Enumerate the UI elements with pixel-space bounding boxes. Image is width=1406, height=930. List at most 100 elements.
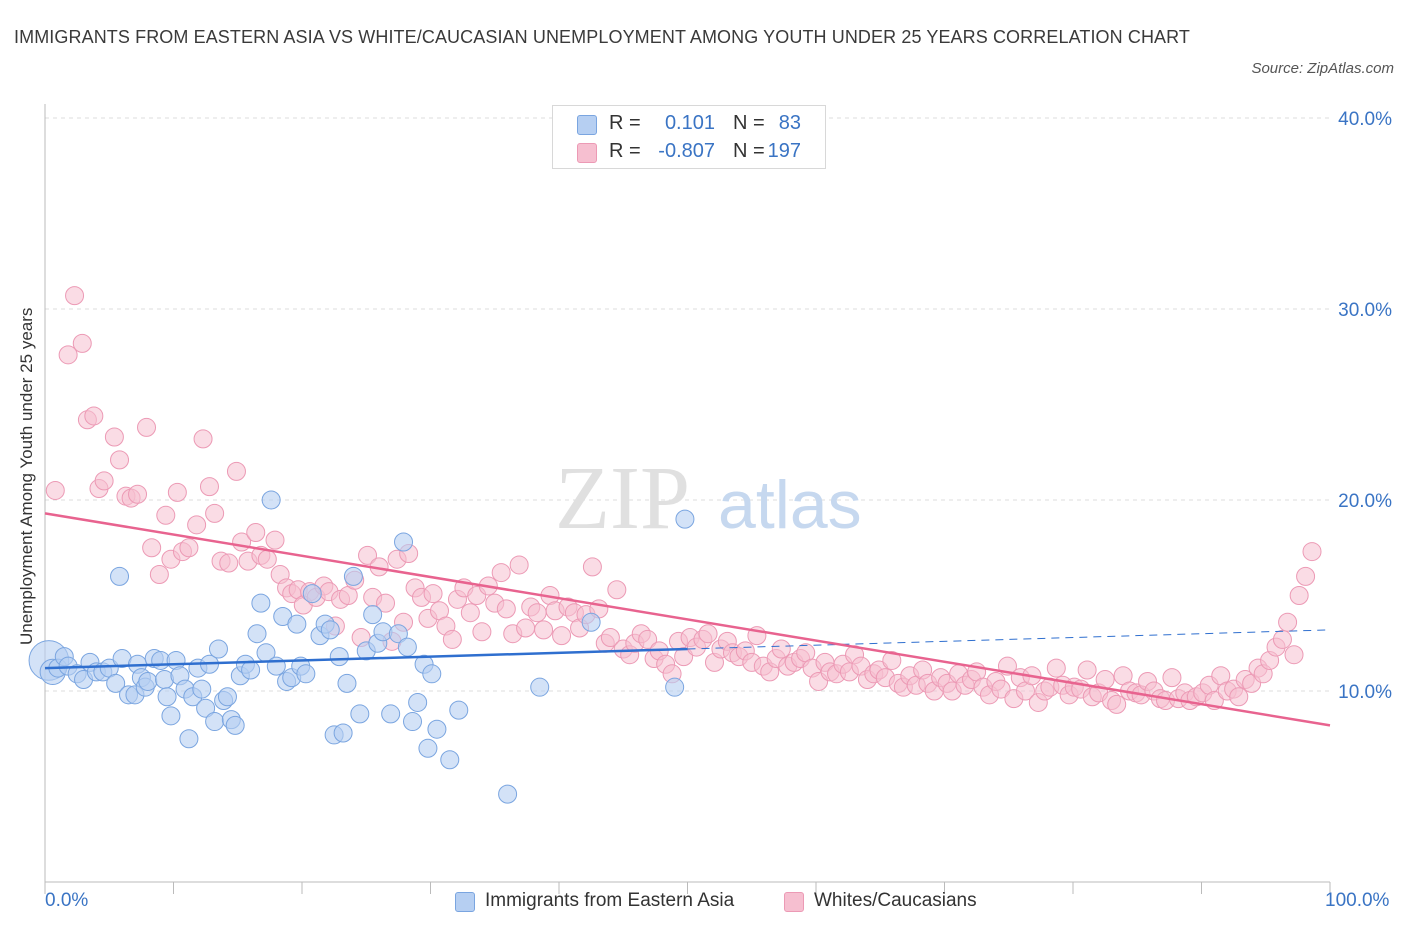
data-point-immigrants xyxy=(388,624,408,644)
data-point-immigrants xyxy=(422,664,442,684)
data-point-whites xyxy=(1289,586,1309,605)
data-point-immigrants xyxy=(320,620,340,640)
stats-legend: R = 0.101 N = 83 R = -0.807 N = 197 xyxy=(552,105,826,169)
y-axis-label: Unemployment Among Youth under 25 years xyxy=(17,307,36,645)
data-point-immigrants xyxy=(296,664,316,684)
chart-title: IMMIGRANTS FROM EASTERN ASIA VS WHITE/CA… xyxy=(14,27,1191,47)
data-point-whites xyxy=(496,599,516,619)
data-point-whites xyxy=(1272,629,1292,649)
data-point-immigrants xyxy=(329,647,349,667)
data-point-immigrants xyxy=(161,706,181,726)
n-value: 83 xyxy=(778,112,801,134)
series-immigrants-eastern-asia xyxy=(28,490,695,804)
legend-swatch-blue xyxy=(455,892,475,912)
r-value: 0.101 xyxy=(664,112,715,134)
data-point-whites xyxy=(58,345,78,365)
data-point-whites xyxy=(582,557,602,577)
data-point-immigrants xyxy=(302,584,322,604)
r-label: R = xyxy=(609,112,641,134)
data-point-whites xyxy=(552,626,572,646)
n-label: N = xyxy=(733,140,765,162)
data-point-immigrants xyxy=(196,698,216,718)
data-point-whites xyxy=(460,603,480,623)
data-point-whites xyxy=(65,286,85,306)
legend-swatch-pink xyxy=(784,892,804,912)
data-point-immigrants xyxy=(179,729,199,749)
data-point-whites xyxy=(179,538,199,558)
y-tick-label: 20.0% xyxy=(1338,491,1392,512)
data-point-whites xyxy=(1107,694,1127,714)
data-point-immigrants xyxy=(261,490,281,510)
data-point-whites xyxy=(110,450,130,470)
data-point-immigrants xyxy=(427,719,447,739)
grid-lines xyxy=(45,117,1330,692)
data-point-immigrants xyxy=(343,566,363,586)
data-point-immigrants xyxy=(665,677,685,697)
data-point-whites xyxy=(1095,670,1115,690)
axes xyxy=(44,104,1331,894)
r-value: -0.807 xyxy=(658,140,715,162)
data-point-whites xyxy=(72,333,92,353)
data-point-immigrants xyxy=(157,687,177,707)
data-point-immigrants xyxy=(110,566,130,586)
y-tick-label: 10.0% xyxy=(1338,682,1392,703)
data-point-whites xyxy=(376,593,396,613)
y-tick-label: 30.0% xyxy=(1338,300,1392,321)
n-label: N = xyxy=(733,112,765,134)
data-point-immigrants xyxy=(403,712,423,732)
data-point-whites xyxy=(128,484,148,504)
data-point-immigrants xyxy=(530,677,550,697)
trendline-immigrants xyxy=(44,647,688,670)
data-point-immigrants xyxy=(287,614,307,634)
data-point-whites xyxy=(1302,542,1322,562)
watermark-atlas: atlas xyxy=(718,467,862,543)
data-point-whites xyxy=(1278,612,1298,632)
data-point-whites xyxy=(423,584,443,604)
data-point-whites xyxy=(674,647,694,667)
data-point-whites xyxy=(137,417,157,437)
data-point-whites xyxy=(527,603,547,623)
data-point-immigrants xyxy=(440,750,460,770)
data-point-whites xyxy=(771,639,791,659)
data-point-immigrants xyxy=(241,660,261,680)
data-point-immigrants xyxy=(408,692,428,712)
data-point-whites xyxy=(607,580,627,600)
data-point-whites xyxy=(698,624,718,644)
y-tick-labels: 10.0% 20.0% 30.0% 40.0% xyxy=(1338,109,1392,703)
data-point-whites xyxy=(257,549,277,569)
data-point-immigrants xyxy=(247,624,267,644)
trend-lines xyxy=(44,512,1331,727)
data-point-immigrants xyxy=(208,639,228,659)
data-point-whites xyxy=(45,480,65,500)
data-point-whites xyxy=(1296,566,1316,586)
data-point-immigrants xyxy=(225,715,245,735)
data-point-whites xyxy=(226,461,246,481)
data-point-immigrants xyxy=(251,593,271,613)
legend-label: Whites/Caucasians xyxy=(814,890,977,911)
data-point-whites xyxy=(1284,645,1304,665)
source-label: Source: ZipAtlas.com xyxy=(1251,60,1394,77)
data-point-whites xyxy=(600,628,620,648)
data-point-immigrants xyxy=(333,723,353,743)
data-point-whites xyxy=(167,482,187,502)
data-point-whites xyxy=(1162,668,1182,688)
data-point-whites xyxy=(1229,687,1249,707)
data-point-whites xyxy=(991,679,1011,699)
data-point-immigrants xyxy=(217,687,237,707)
watermark-zip: ZIP xyxy=(555,449,690,548)
series-whites-caucasians xyxy=(45,286,1322,714)
data-point-whites xyxy=(84,406,104,426)
trendline-immigrants-extension xyxy=(687,629,1331,650)
data-point-whites xyxy=(509,555,529,575)
data-point-whites xyxy=(491,563,511,583)
data-point-immigrants xyxy=(363,605,383,625)
data-point-whites xyxy=(265,530,285,550)
trendline-whites xyxy=(44,512,1331,727)
data-point-immigrants xyxy=(498,784,518,804)
data-point-whites xyxy=(472,622,492,642)
r-label: R = xyxy=(609,140,641,162)
stats-row-pink: R = -0.807 N = 197 xyxy=(553,138,825,166)
data-point-whites xyxy=(199,477,219,497)
data-point-whites xyxy=(94,471,114,491)
